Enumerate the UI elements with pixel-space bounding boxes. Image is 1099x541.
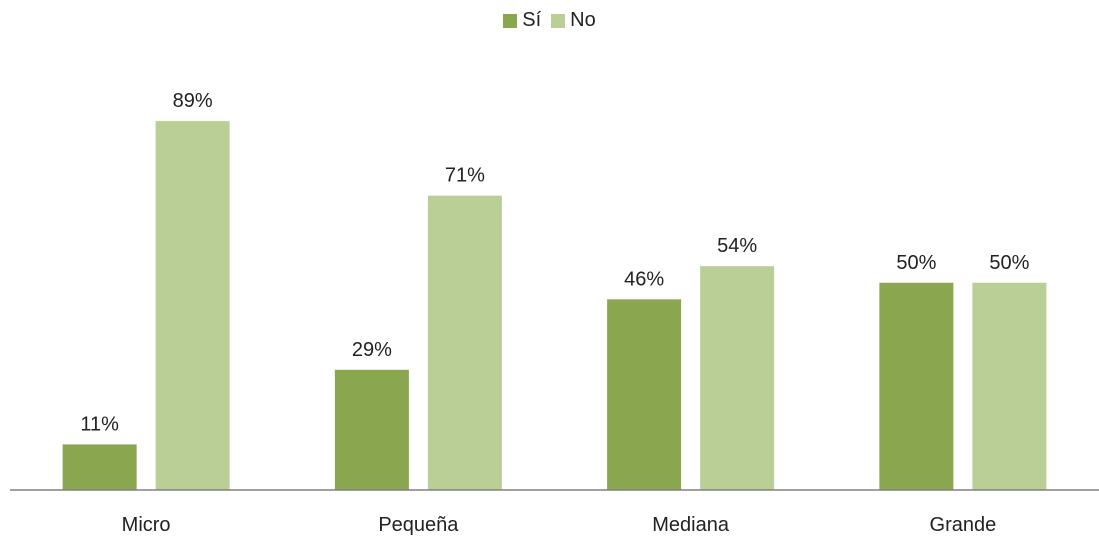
data-label-si-3: 50% [896, 252, 936, 274]
data-label-no-0: 89% [173, 90, 213, 112]
data-label-no-2: 54% [717, 235, 757, 257]
bar-no-1 [427, 195, 502, 490]
legend-label-no: No [570, 9, 596, 31]
data-label-si-2: 46% [624, 268, 664, 290]
bar-si-2 [607, 299, 682, 490]
legend: Sí No [0, 9, 1099, 32]
bar-no-0 [155, 121, 230, 490]
data-label-no-3: 50% [989, 252, 1029, 274]
bar-no-2 [700, 266, 775, 490]
data-label-si-0: 11% [80, 413, 119, 435]
legend-swatch-si [503, 13, 518, 28]
legend-item-no: No [551, 9, 596, 32]
data-label-no-1: 71% [445, 165, 485, 187]
legend-item-si: Sí [503, 9, 541, 32]
x-tick-label-2: Mediana [652, 514, 730, 536]
x-tick-label-1: Pequeña [378, 514, 459, 536]
legend-swatch-no [551, 13, 566, 28]
bar-si-1 [334, 369, 409, 490]
data-label-si-1: 29% [352, 339, 392, 361]
legend-label-si: Sí [522, 9, 542, 31]
bar-si-0 [62, 444, 137, 490]
bar-si-3 [879, 282, 954, 490]
bar-no-3 [972, 282, 1047, 490]
x-tick-label-3: Grande [930, 514, 997, 536]
x-tick-label-0: Micro [122, 514, 171, 536]
